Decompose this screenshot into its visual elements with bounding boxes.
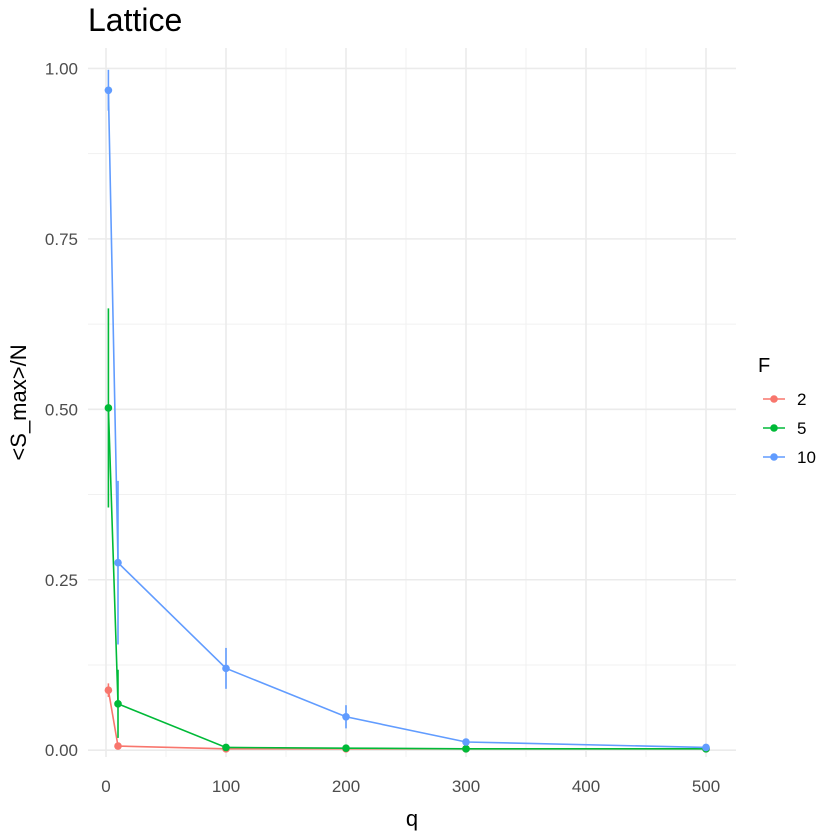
data-point — [104, 404, 113, 412]
x-axis-title: q — [406, 806, 418, 831]
data-point — [114, 558, 122, 567]
legend-label: 2 — [797, 390, 806, 409]
data-point — [222, 743, 230, 752]
data-point — [702, 743, 710, 752]
x-tick-label: 400 — [572, 777, 600, 796]
data-point — [114, 742, 122, 750]
axis-labels: 0 100 200 300 400 500 0.00 0.25 0.50 0.75 1.00 q <S_… — [6, 59, 720, 831]
x-tick-label: 0 — [101, 777, 110, 796]
data-point — [462, 745, 470, 753]
y-tick-label: 0.25 — [45, 571, 78, 590]
x-tick-label: 300 — [452, 777, 480, 796]
data-point — [342, 744, 350, 752]
legend-item-10: 10 — [763, 448, 816, 467]
data-point — [114, 700, 122, 708]
series-line — [107, 90, 707, 749]
legend-key-point — [770, 453, 778, 461]
series-line — [107, 690, 706, 750]
legend-label: 10 — [797, 448, 816, 467]
data-point — [104, 686, 113, 694]
x-tick-label: 100 — [212, 777, 240, 796]
legend-item-5: 5 — [763, 419, 806, 438]
series-line — [107, 407, 706, 750]
legend-key-point — [770, 395, 778, 403]
series-2 — [104, 683, 710, 753]
grid-lines — [88, 48, 736, 757]
y-tick-label: 1.00 — [45, 59, 78, 78]
legend-title: F — [758, 355, 770, 377]
y-tick-label: 0.75 — [45, 230, 78, 249]
y-tick-label: 0.00 — [45, 741, 78, 760]
data-point — [342, 712, 350, 721]
data-point — [222, 664, 230, 673]
data-point — [104, 86, 113, 95]
data-point — [462, 738, 470, 746]
x-tick-label: 500 — [692, 777, 720, 796]
y-tick-label: 0.50 — [45, 400, 78, 419]
legend: F 2 5 10 — [758, 355, 816, 467]
series-5 — [104, 308, 710, 753]
y-axis-title: <S_max>/N — [6, 344, 31, 460]
legend-item-2: 2 — [763, 390, 806, 409]
x-tick-label: 200 — [332, 777, 360, 796]
legend-key-point — [770, 424, 778, 432]
series-layer — [104, 69, 710, 753]
legend-label: 5 — [797, 419, 806, 438]
series-10 — [104, 69, 710, 752]
chart-title: Lattice — [88, 2, 183, 38]
